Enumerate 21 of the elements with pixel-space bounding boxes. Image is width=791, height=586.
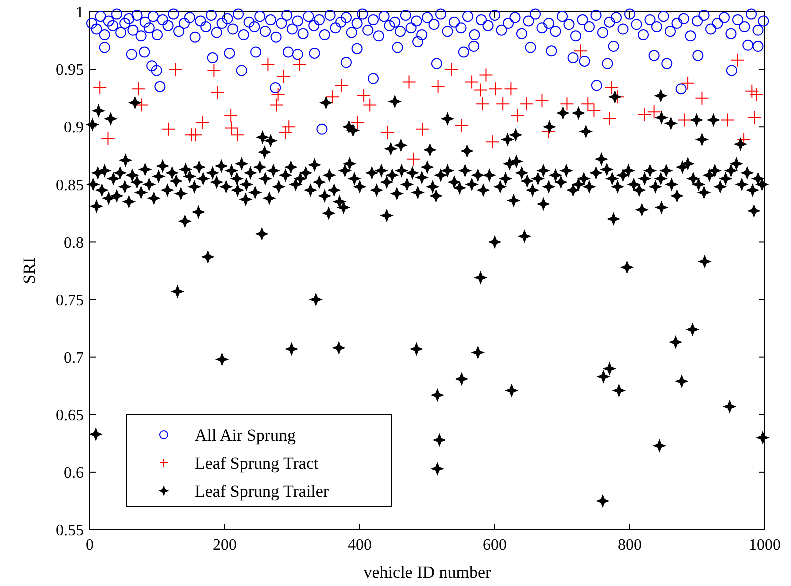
y-tick-label: 0.7 <box>64 350 84 367</box>
y-tick-label: 0.55 <box>56 522 84 540</box>
legend-label: All Air Sprung <box>195 426 297 445</box>
y-tick-label: 0.75 <box>56 292 84 310</box>
y-axis-title: SRI <box>20 257 39 284</box>
y-tick-label: 0.6 <box>64 465 84 482</box>
y-tick-label: 0.8 <box>64 234 84 252</box>
x-tick-label: 0 <box>86 537 94 554</box>
y-tick-label: 0.85 <box>56 177 84 194</box>
x-tick-label: 400 <box>348 537 372 554</box>
y-tick-label: 0.9 <box>64 120 84 137</box>
legend-label: Leaf Sprung Tract <box>195 454 319 473</box>
x-tick-label: 1000 <box>749 537 781 554</box>
y-tick-label: 0.65 <box>56 407 84 424</box>
x-axis-title: vehicle ID number <box>364 563 492 582</box>
y-tick-label: 1 <box>76 4 84 22</box>
x-tick-label: 800 <box>618 537 642 554</box>
x-tick-label: 600 <box>483 537 507 554</box>
x-tick-label: 200 <box>213 537 237 554</box>
legend-label: Leaf Sprung Trailer <box>195 482 330 501</box>
y-tick-label: 0.95 <box>56 62 84 80</box>
